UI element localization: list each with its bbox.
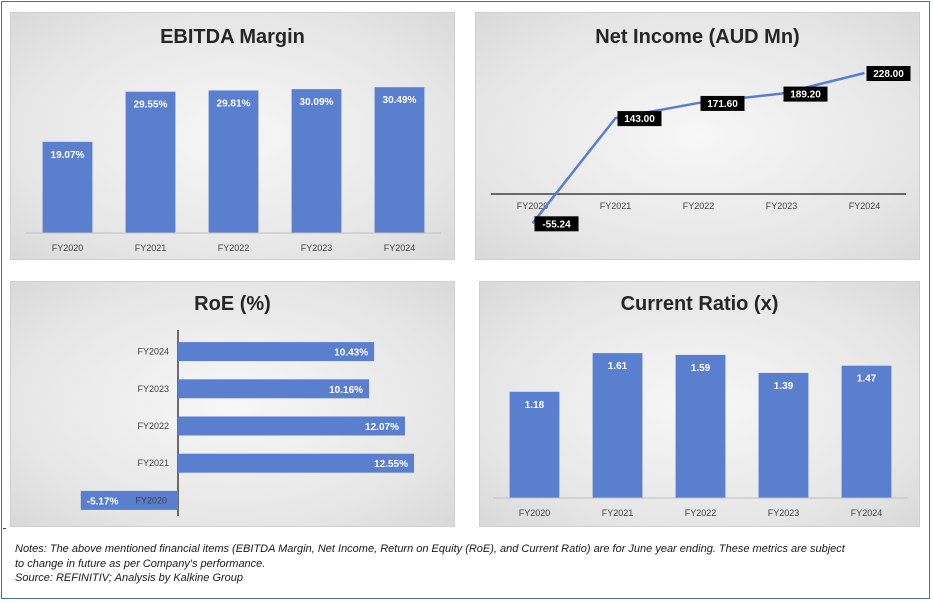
x-tick-label: FY2020 xyxy=(519,508,551,518)
y-tick-label: FY2023 xyxy=(137,384,169,394)
y-tick-label: FY2024 xyxy=(137,347,169,357)
x-tick-label: FY2023 xyxy=(301,243,333,253)
x-tick-label: FY2021 xyxy=(602,508,634,518)
chart-title: RoE (%) xyxy=(194,293,271,315)
y-tick-label: FY2021 xyxy=(137,458,169,468)
data-label: 171.60 xyxy=(707,99,738,110)
x-tick-label: FY2020 xyxy=(517,201,549,211)
net-income-chart: FY2020 FY2021 FY2022 FY2023 FY2024 -55.24 143.… xyxy=(491,66,911,232)
bar xyxy=(592,353,643,498)
chart-title: EBITDA Margin xyxy=(160,26,305,48)
bar xyxy=(178,342,375,362)
x-tick-label: FY2023 xyxy=(768,508,800,518)
data-label: 12.55% xyxy=(374,459,408,470)
data-label: 228.00 xyxy=(873,69,904,80)
bar xyxy=(42,141,93,233)
x-tick-label: FY2024 xyxy=(849,201,881,211)
divider-mark xyxy=(3,528,6,529)
bar xyxy=(178,453,414,473)
data-label: 19.07% xyxy=(51,150,85,161)
data-label-box xyxy=(866,66,911,81)
data-label: 1.18 xyxy=(525,400,545,411)
bar xyxy=(758,372,809,498)
x-tick-label: FY2021 xyxy=(600,201,632,211)
data-label-box xyxy=(534,216,579,232)
bar xyxy=(178,379,370,399)
notes-line-1: Notes: The above mentioned financial ite… xyxy=(15,543,845,555)
bar xyxy=(291,89,342,233)
data-label: 1.61 xyxy=(608,361,628,372)
bar xyxy=(374,87,425,233)
data-label: 1.59 xyxy=(691,363,711,374)
roe-panel: RoE (%) FY2024 10.43% FY2023 10.16% FY2022 12… xyxy=(10,281,455,527)
bar xyxy=(675,354,726,498)
data-label-box xyxy=(783,86,828,102)
chart-title: Current Ratio (x) xyxy=(620,293,779,315)
data-label: -5.17% xyxy=(87,496,119,507)
chart-title: Net Income (AUD Mn) xyxy=(595,26,800,48)
current-ratio-chart: 1.18 FY2020 1.61 FY2021 1.59 FY2022 1.39 FY2023… xyxy=(493,353,908,518)
x-tick-label: FY2022 xyxy=(685,508,717,518)
ebitda-margin-chart: 19.07% FY2020 29.55% FY2021 29.81% FY2022 30.0… xyxy=(26,87,441,253)
data-label: -55.24 xyxy=(542,219,571,230)
x-tick-label: FY2022 xyxy=(218,243,250,253)
x-tick-label: FY2024 xyxy=(851,508,883,518)
notes: Notes: The above mentioned financial ite… xyxy=(15,542,855,586)
data-label: 143.00 xyxy=(624,114,655,125)
x-tick-label: FY2023 xyxy=(766,201,798,211)
data-label: 30.49% xyxy=(383,95,417,106)
y-tick-label: FY2020 xyxy=(135,495,167,505)
data-label: 10.43% xyxy=(334,348,368,359)
x-tick-label: FY2020 xyxy=(52,243,84,253)
current-ratio-panel: Current Ratio (x) 1.18 FY2020 1.61 FY2021 1.… xyxy=(479,281,920,527)
bar xyxy=(509,391,560,498)
data-label: 189.20 xyxy=(790,90,821,101)
data-label: 1.47 xyxy=(857,374,877,385)
data-label: 30.09% xyxy=(300,97,334,108)
bar xyxy=(125,91,176,233)
bar xyxy=(841,365,892,498)
ebitda-margin-panel: EBITDA Margin 19.07% FY2020 29.55% FY2021 29… xyxy=(10,12,455,260)
x-tick-label: FY2024 xyxy=(384,243,416,253)
notes-line-2: to change in future as per Company's per… xyxy=(15,557,266,570)
y-tick-label: FY2022 xyxy=(137,421,169,431)
data-label-box xyxy=(617,111,662,127)
bar xyxy=(178,416,405,436)
net-income-panel: Net Income (AUD Mn) FY2020 FY2021 FY2022 FY… xyxy=(475,12,920,260)
data-label: 1.39 xyxy=(774,381,794,392)
x-tick-label: FY2022 xyxy=(683,201,715,211)
data-label-box xyxy=(700,95,745,111)
data-label: 29.81% xyxy=(217,98,251,109)
source-line: Source: REFINITIV; Analysis by Kalkine G… xyxy=(15,572,244,584)
data-label: 12.07% xyxy=(365,422,399,433)
x-tick-label: FY2021 xyxy=(135,243,167,253)
bar xyxy=(80,490,178,510)
data-label: 10.16% xyxy=(329,385,363,396)
roe-chart: FY2024 10.43% FY2023 10.16% FY2022 12.07% FY20… xyxy=(80,330,414,516)
data-label: 29.55% xyxy=(134,100,168,111)
bar xyxy=(208,90,259,233)
